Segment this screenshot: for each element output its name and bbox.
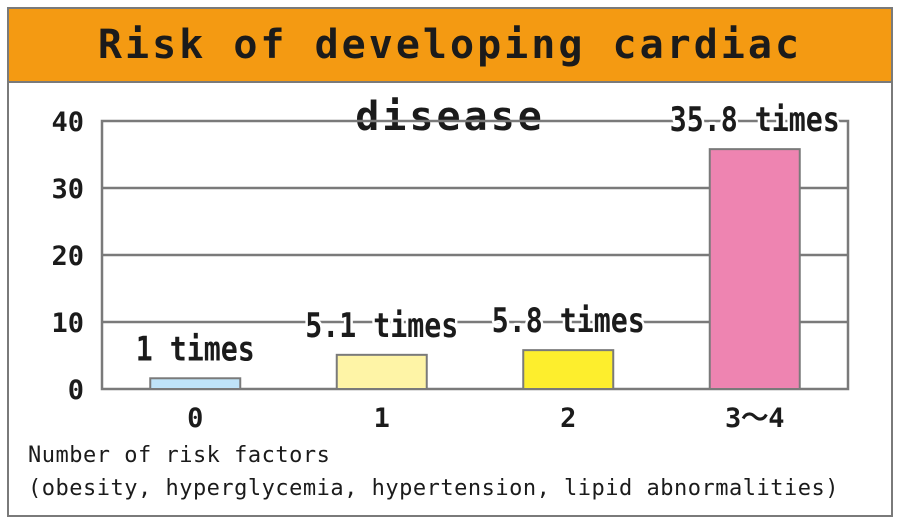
- y-tick-label: 10: [51, 308, 84, 339]
- y-tick-label: 20: [51, 241, 84, 272]
- data-label: 1 times: [136, 329, 255, 369]
- bar: [522, 349, 615, 391]
- x-tick-label: 1: [374, 403, 390, 434]
- data-label: 5.1 times: [305, 306, 458, 346]
- bar: [708, 148, 801, 390]
- data-label: 5.8 times: [492, 301, 645, 341]
- x-tick-label: 0: [187, 403, 203, 434]
- x-axis-title: Number of risk factors: [28, 443, 331, 468]
- title-banner: Risk of developing cardiac disease: [9, 9, 891, 140]
- x-tick-label: 3～4: [725, 403, 785, 434]
- data-label: 35.8 times: [670, 100, 840, 140]
- bar: [335, 353, 428, 390]
- y-tick-label: 0: [68, 375, 84, 406]
- x-tick-label: 2: [560, 403, 576, 434]
- y-tick-label: 40: [51, 107, 84, 138]
- y-tick-label: 30: [51, 174, 84, 205]
- chart-title: Risk of developing cardiac disease: [97, 22, 803, 140]
- bar: [149, 377, 242, 390]
- x-axis-subtitle: (obesity, hyperglycemia, hypertension, l…: [28, 476, 839, 501]
